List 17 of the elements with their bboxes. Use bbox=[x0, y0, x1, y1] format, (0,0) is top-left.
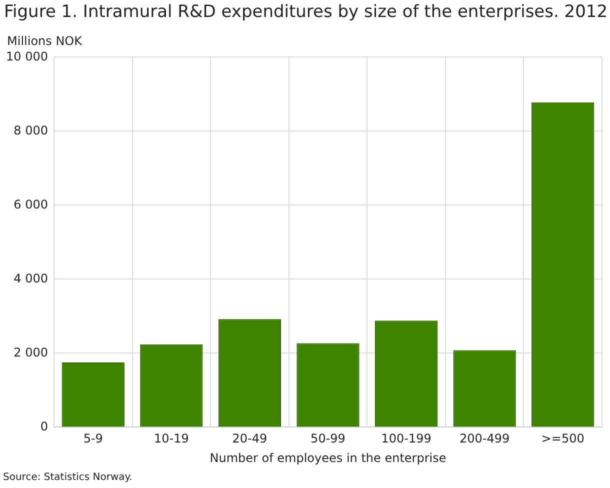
chart-title: Figure 1. Intramural R&D expenditures by size of the enterprises. 2012 bbox=[4, 2, 608, 22]
y-tick-label: 2 000 bbox=[14, 345, 48, 360]
x-tick-label: 200-499 bbox=[460, 432, 510, 446]
y-tick-label: 8 000 bbox=[14, 123, 48, 138]
y-tick-label: 6 000 bbox=[14, 197, 48, 212]
y-axis-title: Millions NOK bbox=[7, 34, 82, 48]
x-tick-label: 20-49 bbox=[232, 432, 268, 446]
x-axis-title: Number of employees in the enterprise bbox=[210, 450, 446, 465]
x-tick-label: 10-19 bbox=[154, 432, 189, 446]
y-tick-label: 0 bbox=[40, 419, 48, 434]
x-tick-label: >=500 bbox=[541, 432, 584, 446]
x-tick-label: 5-9 bbox=[83, 432, 103, 446]
x-tick-label: 50-99 bbox=[310, 432, 346, 446]
y-tick-label: 4 000 bbox=[14, 271, 48, 286]
source-note: Source: Statistics Norway. bbox=[3, 472, 132, 483]
y-tick-label: 10 000 bbox=[6, 49, 48, 64]
x-tick-label: 100-199 bbox=[381, 432, 432, 446]
